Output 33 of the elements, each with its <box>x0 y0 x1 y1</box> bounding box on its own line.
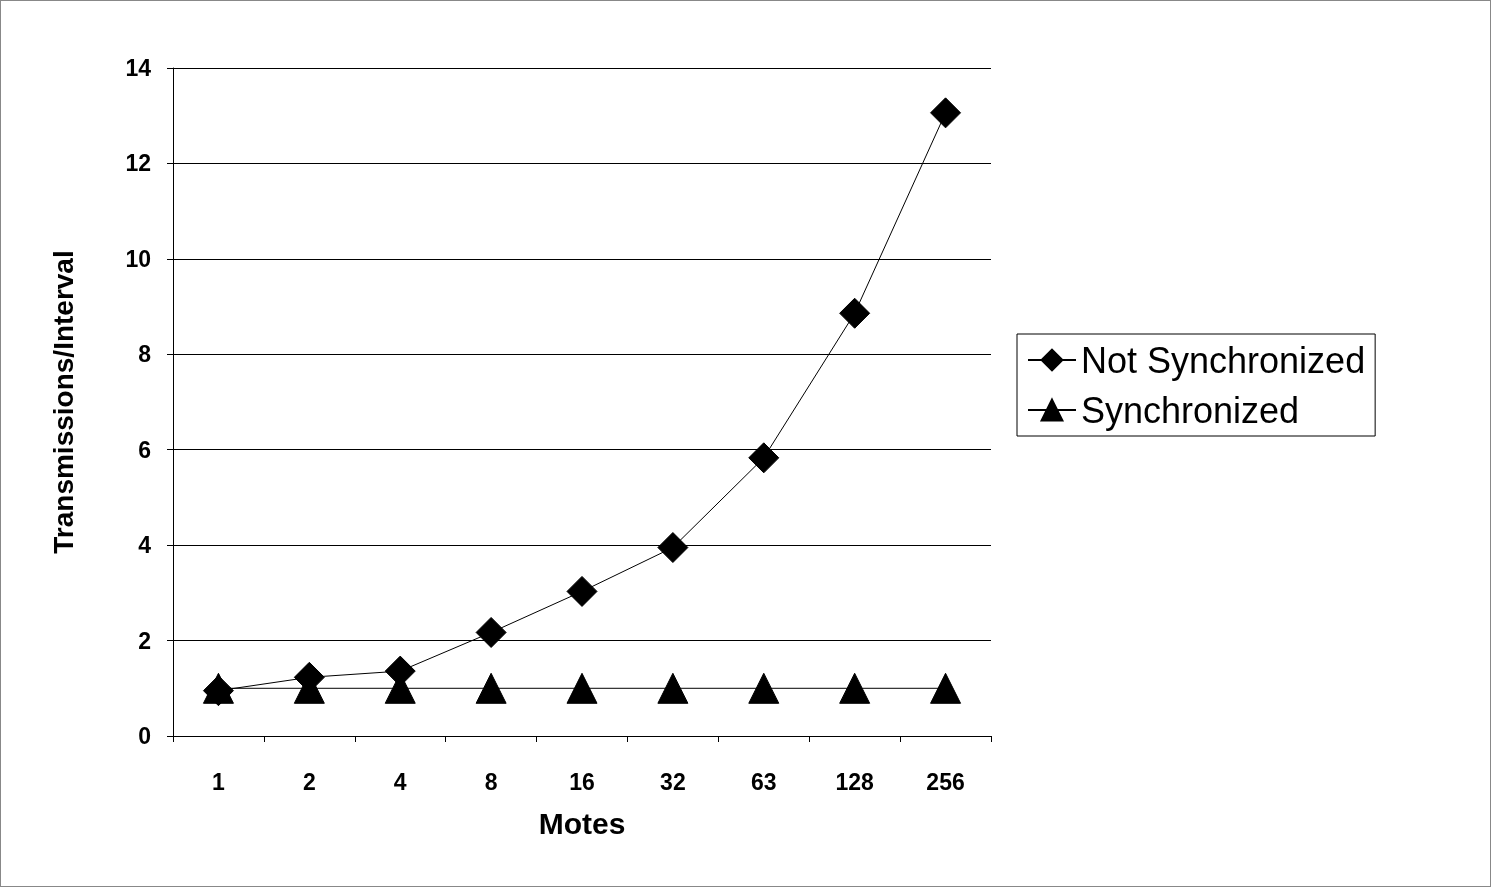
point <box>839 297 871 329</box>
point <box>566 672 598 704</box>
x-tick-label: 256 <box>926 768 965 795</box>
y-tick-label: 2 <box>138 627 151 654</box>
point <box>930 97 962 129</box>
y-tick-label: 8 <box>138 341 152 368</box>
x-tick-label: 1 <box>212 768 226 795</box>
x-tick-label: 8 <box>484 768 498 795</box>
point <box>657 532 689 564</box>
y-tick-label: 14 <box>125 55 152 81</box>
point <box>748 672 780 704</box>
point <box>748 442 780 474</box>
x-tick-label: 16 <box>569 768 595 795</box>
y-tick-label: 12 <box>125 150 151 177</box>
legend-label: Not Synchronized <box>1081 339 1366 381</box>
point <box>839 672 871 704</box>
point <box>475 672 507 704</box>
x-axis-title: Motes <box>538 806 626 840</box>
point <box>657 672 689 704</box>
y-tick-label: 10 <box>125 245 151 272</box>
point <box>566 575 598 607</box>
x-tick-label: 4 <box>393 768 407 795</box>
y-tick-label: 0 <box>138 723 151 749</box>
x-tick-label: 128 <box>835 768 875 795</box>
x-tick-label: 2 <box>302 768 316 795</box>
legend-label: Synchronized <box>1081 389 1300 431</box>
point <box>930 672 962 704</box>
x-tick-label: 32 <box>660 768 686 795</box>
y-tick-label: 6 <box>138 436 151 463</box>
y-axis-title: Transmissions/Interval <box>47 250 79 554</box>
y-tick-label: 4 <box>138 532 152 559</box>
point <box>475 616 507 648</box>
x-tick-label: 63 <box>750 768 777 795</box>
